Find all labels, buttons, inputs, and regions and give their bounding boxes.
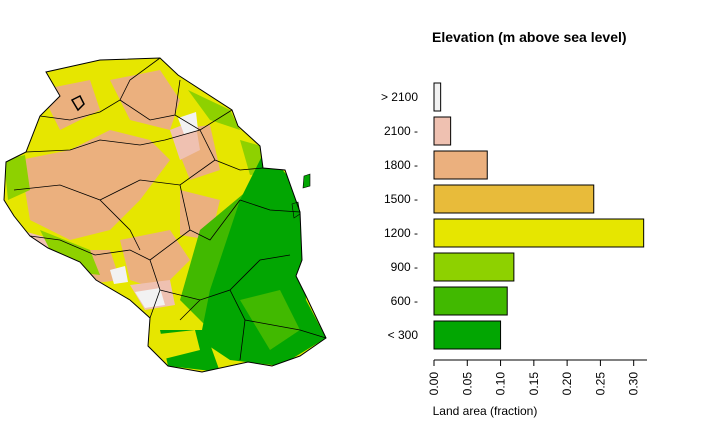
region-boundaries	[13, 57, 327, 361]
island-pemba	[302, 173, 311, 189]
category-label: < 300	[388, 328, 419, 342]
elevation-map	[4, 58, 326, 372]
chart-title: Elevation (m above sea level)	[432, 29, 627, 45]
map-region-white	[135, 288, 165, 308]
boundary-line	[244, 319, 327, 339]
boundary-line	[99, 159, 216, 201]
bar-2	[433, 252, 515, 282]
bar-group	[433, 82, 645, 350]
bar-1	[433, 286, 508, 316]
bar-4	[433, 184, 595, 214]
map-region-white	[110, 266, 128, 284]
x-tick-label: 0.25	[593, 372, 607, 396]
category-label: 900 -	[391, 260, 418, 274]
map-region-yellow	[150, 330, 200, 360]
boundary-line	[25, 139, 141, 153]
country-border	[3, 57, 327, 373]
map-region-brown	[20, 130, 170, 240]
bar-6	[433, 116, 452, 146]
boundary-line	[199, 129, 264, 171]
boundary-line	[239, 199, 301, 213]
bar-5	[433, 150, 488, 180]
x-tick-label: 0.10	[494, 372, 508, 396]
category-label: 600 -	[391, 294, 418, 308]
x-tick-label: 0.20	[560, 372, 574, 396]
bar-7	[433, 82, 442, 112]
boundary-line	[179, 184, 241, 241]
x-tick-label: 0.05	[460, 372, 474, 396]
x-tick-label: 0.30	[627, 372, 641, 396]
category-label: 1800 -	[384, 158, 418, 172]
bar-0	[433, 320, 502, 350]
x-axis-title: Land area (fraction)	[433, 404, 538, 418]
category-label: 2100 -	[384, 124, 418, 138]
boundary-line	[29, 229, 191, 261]
boundary-line	[139, 129, 201, 146]
category-label: 1500 -	[384, 192, 418, 206]
bar-3	[433, 218, 645, 248]
map-region-lightgreen	[188, 90, 240, 130]
x-axis-ticks: 0.00 0.05 0.10 0.15 0.20 0.25 0.30	[427, 360, 641, 395]
boundary-line	[179, 299, 201, 321]
lake-outline	[70, 94, 85, 112]
category-label: > 2100	[381, 90, 418, 104]
category-label: 1200 -	[384, 226, 418, 240]
x-tick-label: 0.00	[427, 372, 441, 396]
category-labels: < 300 600 - 900 - 1200 - 1500 - 1800 - 2100 - >…	[381, 90, 418, 342]
x-tick-label: 0.15	[527, 372, 541, 396]
boundary-line	[39, 57, 161, 121]
map-region-lightgreen	[40, 230, 100, 275]
boundary-line	[119, 79, 181, 121]
map-region-midgreen	[240, 290, 300, 350]
